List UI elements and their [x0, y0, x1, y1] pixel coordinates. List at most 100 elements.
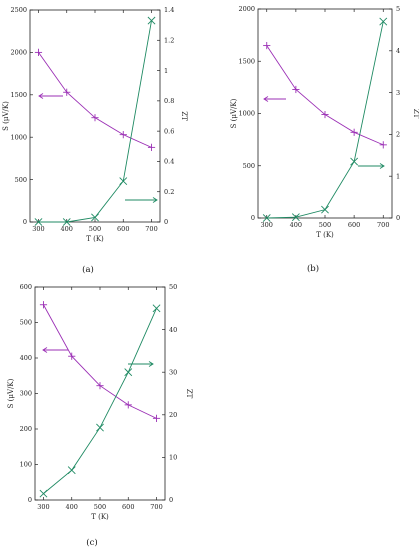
- zt-marker: [91, 213, 99, 222]
- panel-label: (a): [82, 264, 94, 275]
- seebeck-marker: [263, 41, 271, 50]
- seebeck-line: [38, 52, 152, 148]
- y-tick-label: 2500: [10, 6, 27, 14]
- y-tick-label: 1500: [10, 91, 27, 99]
- y-tick-label: 1000: [10, 133, 27, 141]
- y-axis-label: S (μV/K): [230, 98, 238, 128]
- zt-marker: [39, 489, 48, 498]
- x-tick-label: 600: [122, 503, 134, 511]
- y2-tick-label: 10: [169, 454, 177, 462]
- y2-tick-label: 1: [396, 172, 400, 180]
- seebeck-marker: [292, 85, 300, 94]
- panel-label: (b): [307, 263, 319, 274]
- y2-axis-label: ZT: [412, 109, 419, 119]
- x-tick-label: 300: [32, 225, 44, 233]
- right-axis-arrow-icon: [125, 197, 158, 203]
- y2-tick-label: 4: [396, 47, 400, 55]
- y-tick-label: 600: [20, 283, 32, 291]
- y-tick-label: 200: [20, 425, 32, 433]
- y-tick-label: 300: [20, 390, 32, 398]
- chart-panel: 300 400 500 600 700 0 500 1000 1500 2000 2500 0 0.2 0…: [2, 6, 188, 275]
- y2-tick-label: 0: [396, 214, 400, 222]
- y-tick-label: 1000: [238, 110, 255, 118]
- y-axis-label: S (μV/K): [2, 101, 10, 131]
- zt-marker: [67, 466, 76, 475]
- x-tick-label: 700: [377, 221, 389, 229]
- zt-marker: [62, 218, 71, 226]
- y-tick-label: 2000: [238, 5, 255, 13]
- zt-marker: [119, 177, 128, 186]
- y-tick-label: 500: [243, 162, 255, 170]
- seebeck-marker: [68, 352, 76, 360]
- y2-tick-label: 1.2: [164, 36, 174, 44]
- y2-tick-label: 0: [169, 496, 173, 504]
- x-tick-label: 400: [290, 221, 302, 229]
- y-tick-label: 500: [15, 176, 27, 184]
- y2-axis-label: ZT: [185, 389, 193, 399]
- seebeck-line: [43, 304, 157, 419]
- y2-tick-label: 2: [396, 131, 400, 139]
- plot-frame: [34, 286, 166, 501]
- x-tick-label: 600: [348, 221, 360, 229]
- y-tick-label: 0: [251, 214, 255, 222]
- x-tick-label: 700: [150, 503, 162, 511]
- x-tick-label: 500: [319, 221, 331, 229]
- y-axis-label: S (μV/K): [7, 378, 15, 408]
- zt-marker: [262, 214, 271, 222]
- zt-line: [38, 20, 152, 223]
- zt-marker: [291, 213, 300, 222]
- x-tick-label: 500: [89, 225, 101, 233]
- y-tick-label: 1500: [238, 57, 255, 65]
- y-tick-label: 500: [20, 319, 32, 327]
- y2-tick-label: 30: [169, 368, 177, 376]
- right-axis-arrow-icon: [358, 163, 385, 169]
- x-tick-label: 500: [94, 503, 106, 511]
- seebeck-line: [266, 45, 384, 146]
- seebeck-marker: [34, 48, 43, 56]
- left-axis-arrow-icon: [42, 347, 68, 353]
- seebeck-marker: [124, 401, 132, 409]
- left-axis-arrow-icon: [263, 96, 286, 102]
- y2-tick-label: 0.6: [164, 127, 174, 135]
- left-axis-arrow-icon: [38, 93, 63, 99]
- zt-marker: [124, 368, 133, 377]
- y2-axis-label: ZT: [180, 111, 188, 121]
- zt-marker: [147, 16, 156, 25]
- seebeck-marker: [96, 382, 104, 390]
- y-tick-label: 2000: [10, 49, 27, 57]
- y2-tick-label: 40: [169, 326, 177, 334]
- x-tick-label: 300: [261, 221, 273, 229]
- seebeck-marker: [91, 114, 99, 122]
- seebeck-marker: [152, 414, 161, 422]
- x-tick-label: 400: [61, 225, 73, 233]
- seebeck-marker: [321, 110, 329, 119]
- panel-label: (c): [86, 537, 97, 548]
- y2-tick-label: 50: [169, 283, 177, 291]
- x-axis-label: T (K): [86, 235, 104, 243]
- seebeck-marker: [39, 301, 48, 309]
- zt-marker: [34, 218, 43, 226]
- x-axis-label: T (K): [91, 513, 109, 521]
- y-tick-label: 400: [20, 354, 32, 362]
- chart-panel: 300 400 500 600 700 0 100 200 300 400 500 600 0 10 20 3…: [7, 283, 193, 548]
- x-tick-label: 700: [145, 225, 157, 233]
- chart-panel: 300 400 500 600 700 0 500 1000 1500 2000 0 1 2 3 4 5 T (…: [230, 5, 419, 274]
- y-tick-label: 0: [28, 496, 32, 504]
- x-tick-label: 400: [66, 503, 78, 511]
- seebeck-marker: [63, 88, 71, 96]
- zt-line: [266, 21, 384, 219]
- seebeck-marker: [119, 131, 127, 139]
- x-axis-label: T (K): [316, 231, 334, 239]
- seebeck-marker: [350, 128, 358, 136]
- y2-tick-label: 5: [396, 5, 400, 13]
- x-tick-label: 300: [37, 503, 49, 511]
- y2-tick-label: 1: [164, 67, 168, 75]
- y2-tick-label: 0.2: [164, 188, 174, 196]
- y-tick-label: 100: [20, 461, 32, 469]
- zt-marker: [321, 205, 329, 214]
- zt-marker: [152, 304, 161, 313]
- y-tick-label: 0: [23, 218, 27, 226]
- y2-tick-label: 0.8: [164, 97, 174, 105]
- seebeck-marker: [379, 141, 387, 149]
